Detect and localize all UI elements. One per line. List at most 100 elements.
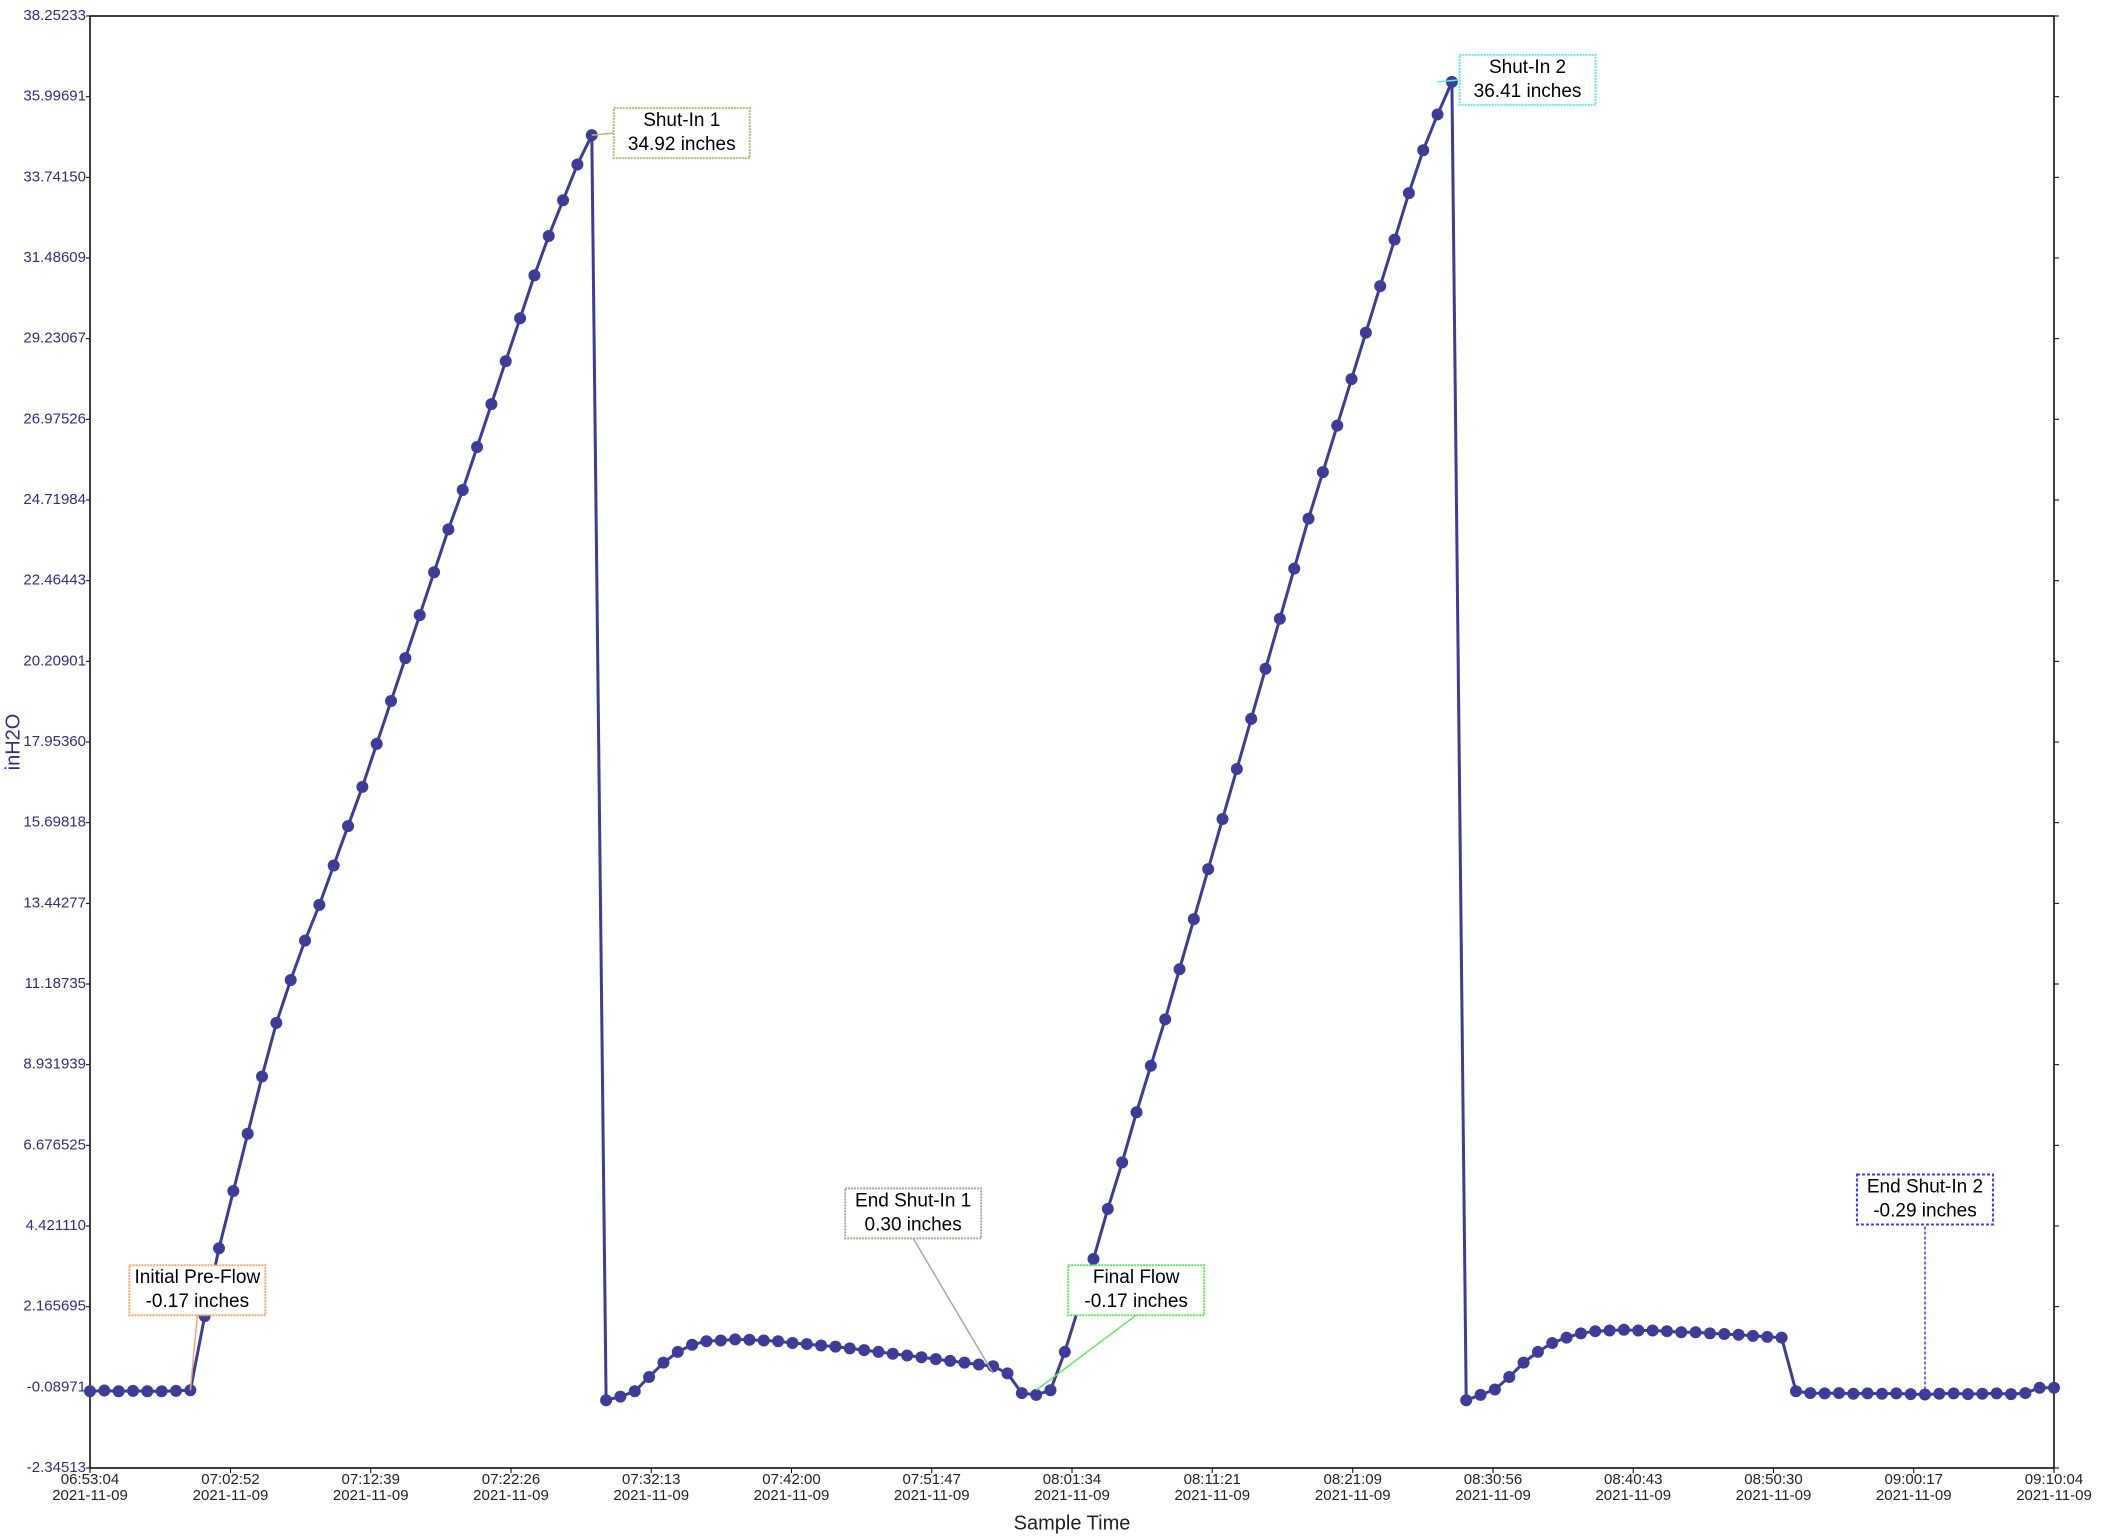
annotation-value: 34.92 inches xyxy=(628,134,736,155)
x-tick-label: 07:51:47 xyxy=(903,1471,961,1488)
data-point xyxy=(1646,1324,1659,1337)
data-point xyxy=(1560,1331,1573,1344)
y-tick-label: -0.08971 xyxy=(27,1378,86,1395)
data-point xyxy=(1388,233,1401,246)
data-point xyxy=(872,1345,885,1358)
data-point xyxy=(1159,1013,1172,1026)
data-point xyxy=(1302,512,1315,525)
data-point xyxy=(471,441,484,454)
data-point xyxy=(1259,662,1272,675)
x-tick-date: 2021-11-09 xyxy=(1876,1487,1952,1504)
data-point xyxy=(1474,1388,1487,1401)
plot-frame xyxy=(89,15,2055,1469)
x-tick-label: 07:02:52 xyxy=(201,1471,259,1488)
data-point xyxy=(1460,1394,1473,1407)
y-tick-label: 20.20901 xyxy=(23,652,86,669)
data-point xyxy=(1374,280,1387,293)
x-tick-date: 2021-11-09 xyxy=(1174,1487,1250,1504)
data-point xyxy=(1603,1324,1616,1337)
data-point xyxy=(356,780,369,793)
annotation-leader xyxy=(591,132,614,136)
annotation-label: Shut-In 2 xyxy=(1489,57,1566,78)
data-point xyxy=(2019,1387,2032,1400)
data-point xyxy=(929,1353,942,1366)
data-point xyxy=(327,859,340,872)
y-tick-label: 6.676525 xyxy=(23,1136,86,1153)
data-point xyxy=(2048,1381,2060,1394)
data-point xyxy=(256,1070,269,1083)
data-point xyxy=(1976,1387,1989,1400)
x-tick-label: 08:01:34 xyxy=(1043,1471,1101,1488)
y-tick-label: 2.165695 xyxy=(23,1298,86,1315)
x-tick-label: 08:30:56 xyxy=(1464,1471,1522,1488)
x-tick-label: 07:22:26 xyxy=(482,1471,540,1488)
data-point xyxy=(1761,1330,1774,1343)
data-point xyxy=(1144,1059,1157,1072)
annotation-value: 36.41 inches xyxy=(1474,81,1582,102)
data-point xyxy=(614,1390,627,1403)
data-point xyxy=(1660,1325,1673,1338)
x-axis-title: Sample Time xyxy=(1014,1512,1131,1534)
data-point xyxy=(1101,1202,1114,1215)
data-point xyxy=(385,694,398,707)
data-point xyxy=(1116,1156,1129,1169)
data-point xyxy=(442,523,455,536)
annotation-label: End Shut-In 1 xyxy=(855,1190,971,1211)
x-tick-date: 2021-11-09 xyxy=(333,1487,409,1504)
x-tick-date: 2021-11-09 xyxy=(1736,1487,1812,1504)
annotation-leader xyxy=(189,1315,199,1391)
y-axis-title: inH2O xyxy=(2,714,24,771)
annotation-box xyxy=(612,107,751,160)
data-point xyxy=(1703,1327,1716,1340)
data-point xyxy=(2033,1381,2046,1394)
y-tick-label: 26.97526 xyxy=(23,410,86,427)
data-point xyxy=(313,898,326,911)
data-point xyxy=(729,1333,742,1346)
data-point xyxy=(1861,1387,1874,1400)
data-point xyxy=(757,1334,770,1347)
data-point xyxy=(643,1370,656,1383)
data-point xyxy=(1847,1387,1860,1400)
data-point xyxy=(1589,1325,1602,1338)
data-point xyxy=(270,1016,283,1029)
data-point xyxy=(499,355,512,368)
data-point xyxy=(557,194,570,207)
y-tick-label: 29.23067 xyxy=(23,330,86,347)
x-tick-label: 07:32:13 xyxy=(622,1471,680,1488)
data-point xyxy=(399,652,412,665)
data-point xyxy=(1617,1323,1630,1336)
x-tick-label: 08:21:09 xyxy=(1324,1471,1382,1488)
data-point xyxy=(1001,1367,1014,1380)
data-point xyxy=(213,1242,226,1255)
data-point xyxy=(514,312,527,325)
data-point xyxy=(528,269,541,282)
annotation-box xyxy=(1458,53,1597,106)
data-point xyxy=(1288,562,1301,575)
data-point xyxy=(1345,373,1358,386)
data-point xyxy=(786,1336,799,1349)
data-point xyxy=(628,1385,641,1398)
data-point xyxy=(743,1333,756,1346)
annotation-box xyxy=(844,1187,983,1240)
data-point xyxy=(1058,1345,1071,1358)
x-tick-date: 2021-11-09 xyxy=(473,1487,549,1504)
y-tick-label: 8.931939 xyxy=(23,1056,86,1073)
data-point xyxy=(98,1384,111,1397)
x-tick-date: 2021-11-09 xyxy=(894,1487,970,1504)
data-point xyxy=(1273,612,1286,625)
data-point xyxy=(1216,813,1229,826)
data-point xyxy=(170,1384,183,1397)
data-point xyxy=(1044,1384,1057,1397)
data-point xyxy=(1230,762,1243,775)
x-tick-label: 09:10:04 xyxy=(2025,1471,2083,1488)
data-point xyxy=(843,1342,856,1355)
data-point xyxy=(1832,1387,1845,1400)
data-point xyxy=(829,1340,842,1353)
x-tick-date: 2021-11-09 xyxy=(1034,1487,1110,1504)
x-tick-label: 09:00:17 xyxy=(1885,1471,1943,1488)
annotation-value: -0.17 inches xyxy=(146,1291,250,1312)
data-point xyxy=(542,230,555,243)
data-point xyxy=(858,1344,871,1357)
x-tick-date: 2021-11-09 xyxy=(1595,1487,1671,1504)
data-point xyxy=(1718,1328,1731,1341)
